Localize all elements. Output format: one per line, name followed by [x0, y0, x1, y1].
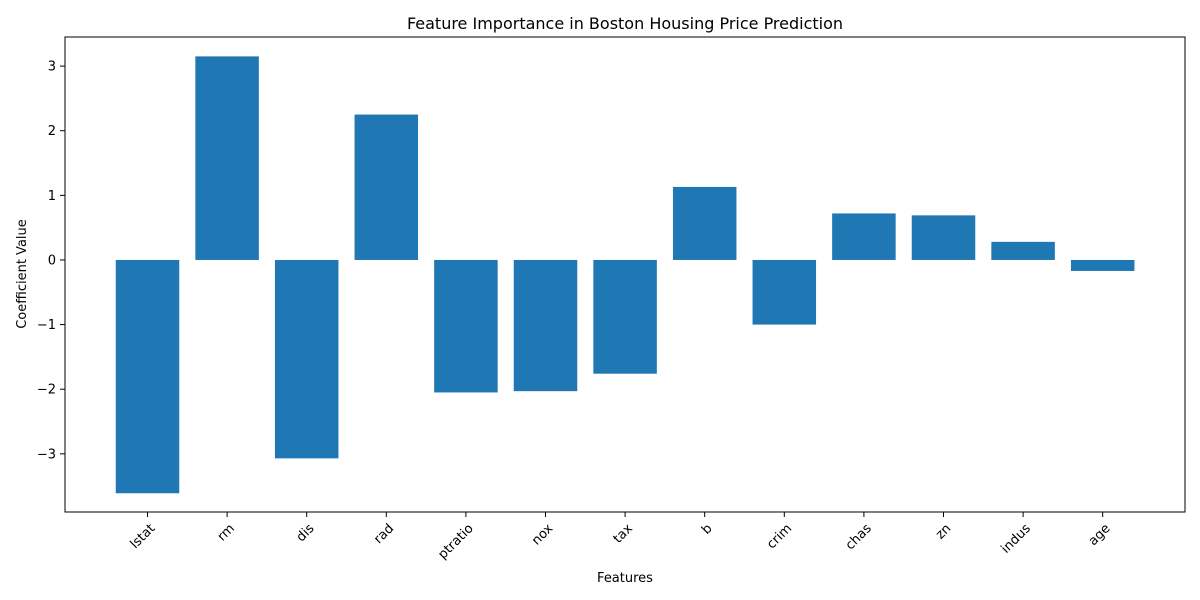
- bar-zn: [911, 215, 976, 260]
- plot-frame: [64, 36, 1186, 513]
- x-tick-label: b: [699, 521, 715, 537]
- bar-ptratio: [434, 259, 498, 393]
- x-tick-label: indus: [998, 521, 1034, 557]
- chart-title: Feature Importance in Boston Housing Pri…: [407, 14, 843, 33]
- y-axis-label: Coefficient Value: [15, 219, 30, 329]
- y-axis-ticks: −3 −2 −1 0 1 2 3: [37, 60, 65, 462]
- bar-lstat: [115, 259, 180, 494]
- y-tick-label: −3: [37, 447, 56, 462]
- bar-tax: [593, 259, 657, 374]
- x-tick-label: chas: [843, 521, 875, 553]
- y-tick-label: −1: [37, 318, 56, 333]
- y-tick-label: 0: [48, 253, 56, 268]
- x-tick-label: tax: [611, 521, 637, 547]
- x-axis-label: Features: [597, 571, 653, 586]
- bar-rad: [354, 114, 419, 260]
- x-tick-label: nox: [529, 521, 556, 548]
- bar-rm: [195, 56, 259, 260]
- y-tick-label: 1: [48, 189, 56, 204]
- x-tick-label: rad: [371, 521, 397, 547]
- bar-nox: [513, 259, 578, 392]
- bar-chas: [832, 213, 896, 260]
- x-tick-label: crim: [764, 521, 795, 552]
- x-tick-label: rm: [215, 521, 238, 544]
- y-tick-label: −2: [37, 383, 56, 398]
- bar-indus: [991, 241, 1055, 260]
- bar-age: [1070, 259, 1135, 271]
- bar-b: [672, 186, 737, 260]
- x-tick-label: age: [1086, 521, 1114, 549]
- y-tick-label: 2: [48, 124, 56, 139]
- x-tick-label: lstat: [128, 521, 159, 552]
- x-axis-ticks: lstat rm dis rad ptratio nox tax b crim chas zn ind…: [128, 512, 1114, 562]
- bar-crim: [752, 259, 817, 325]
- bar-dis: [274, 259, 339, 459]
- x-tick-label: dis: [294, 521, 318, 545]
- x-tick-label: zn: [933, 521, 954, 542]
- bars-group: [115, 56, 1135, 494]
- y-tick-label: 3: [48, 60, 56, 75]
- x-tick-label: ptratio: [435, 521, 476, 562]
